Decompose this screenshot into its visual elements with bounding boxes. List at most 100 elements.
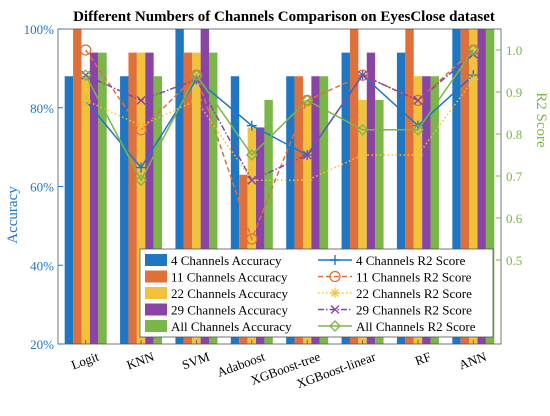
line-marker: [136, 162, 147, 173]
line-marker: [80, 95, 91, 106]
legend-swatch: [145, 270, 167, 283]
legend-label: 11 Channels R2 Score: [356, 270, 472, 285]
legend-box: [139, 248, 494, 338]
legend-label: 22 Channels R2 Score: [356, 286, 472, 301]
y2-tick-label: 1.0: [506, 43, 522, 58]
bar: [81, 76, 90, 344]
x-tick-label: Logit: [69, 349, 101, 373]
x-tick-label: RF: [413, 349, 433, 369]
line-marker: [358, 70, 368, 80]
bar: [358, 99, 367, 344]
bar: [64, 76, 74, 344]
legend-label: All Channels Accuracy: [171, 319, 292, 334]
legend-label: 29 Channels Accuracy: [171, 303, 288, 318]
legend-label: 22 Channels Accuracy: [171, 286, 288, 301]
legend-swatch: [145, 303, 167, 316]
bar: [153, 76, 163, 344]
bar: [430, 76, 439, 344]
bar: [469, 29, 478, 344]
series-line: [85, 53, 474, 182]
bar: [73, 29, 82, 344]
line-marker: [329, 320, 341, 332]
bar: [136, 52, 146, 344]
legend-swatch: [145, 320, 167, 332]
line-marker: [412, 123, 424, 136]
bar: [89, 52, 99, 344]
y2-tick-label: 0.8: [506, 127, 522, 142]
bar: [485, 29, 495, 344]
bar: [120, 76, 129, 344]
legend-swatch: [145, 254, 167, 266]
legend-label: 4 Channels R2 Score: [356, 253, 466, 268]
y-tick-label: 40%: [30, 258, 54, 273]
y-tick-label: 100%: [24, 22, 55, 37]
legend-label: 11 Channels Accuracy: [171, 270, 288, 285]
bar: [209, 52, 218, 344]
line-marker: [330, 255, 340, 265]
line-marker: [330, 288, 340, 298]
bar: [286, 76, 295, 344]
line-marker: [246, 233, 258, 245]
line-marker: [136, 120, 147, 131]
bar: [175, 29, 184, 344]
bar: [192, 52, 201, 344]
bar: [145, 52, 154, 344]
line-marker: [468, 74, 479, 85]
bar: [405, 29, 414, 344]
line-marker: [412, 150, 423, 160]
y-tick-label: 60%: [30, 180, 54, 195]
line-marker: [247, 175, 257, 185]
line-marker: [302, 150, 312, 160]
line-marker: [329, 270, 341, 283]
line-marker: [246, 120, 257, 131]
bar: [396, 52, 406, 344]
line-marker: [301, 94, 314, 107]
legend-label: 29 Channels R2 Score: [356, 303, 472, 318]
bar: [256, 127, 265, 344]
bar: [264, 99, 273, 344]
series-line: [85, 78, 474, 181]
chart-title: Different Numbers of Channels Comparison…: [73, 9, 495, 25]
line-marker: [330, 305, 340, 314]
bar: [311, 76, 320, 344]
legend-label: All Channels R2 Score: [356, 319, 476, 334]
legend-label: 4 Channels Accuracy: [171, 253, 282, 268]
x-tick-label: ANN: [457, 349, 489, 373]
series-line: [85, 49, 474, 242]
bar: [375, 99, 384, 344]
bar: [247, 127, 257, 344]
bar: [452, 29, 461, 344]
line-marker: [80, 44, 92, 56]
line-marker: [356, 123, 369, 136]
bars-layer: [64, 29, 495, 344]
line-marker: [302, 175, 313, 186]
x-tick-label: KNN: [124, 349, 156, 373]
line-marker: [136, 95, 146, 105]
line-marker: [135, 174, 147, 187]
bar: [294, 76, 303, 344]
y2-axis-label: R2 Score: [533, 92, 549, 148]
bar: [302, 99, 312, 344]
bar: [366, 52, 376, 344]
line-marker: [413, 95, 423, 105]
y-tick-label: 20%: [30, 337, 54, 352]
y2-tick-label: 0.7: [506, 169, 523, 184]
y2-tick-label: 0.6: [506, 211, 523, 226]
x-tick-label: SVM: [180, 349, 212, 373]
bar: [341, 52, 350, 344]
line-marker: [190, 69, 203, 82]
line-marker: [412, 94, 424, 107]
bar: [200, 29, 210, 344]
y-tick-label: 80%: [30, 101, 54, 116]
bar: [98, 52, 107, 344]
line-marker: [245, 149, 258, 161]
line-marker: [357, 150, 368, 160]
bar: [460, 29, 470, 344]
line-marker: [191, 95, 202, 106]
series-line: [85, 49, 474, 182]
bar: [183, 52, 193, 344]
series-line: [85, 74, 474, 169]
bar: [477, 29, 486, 344]
